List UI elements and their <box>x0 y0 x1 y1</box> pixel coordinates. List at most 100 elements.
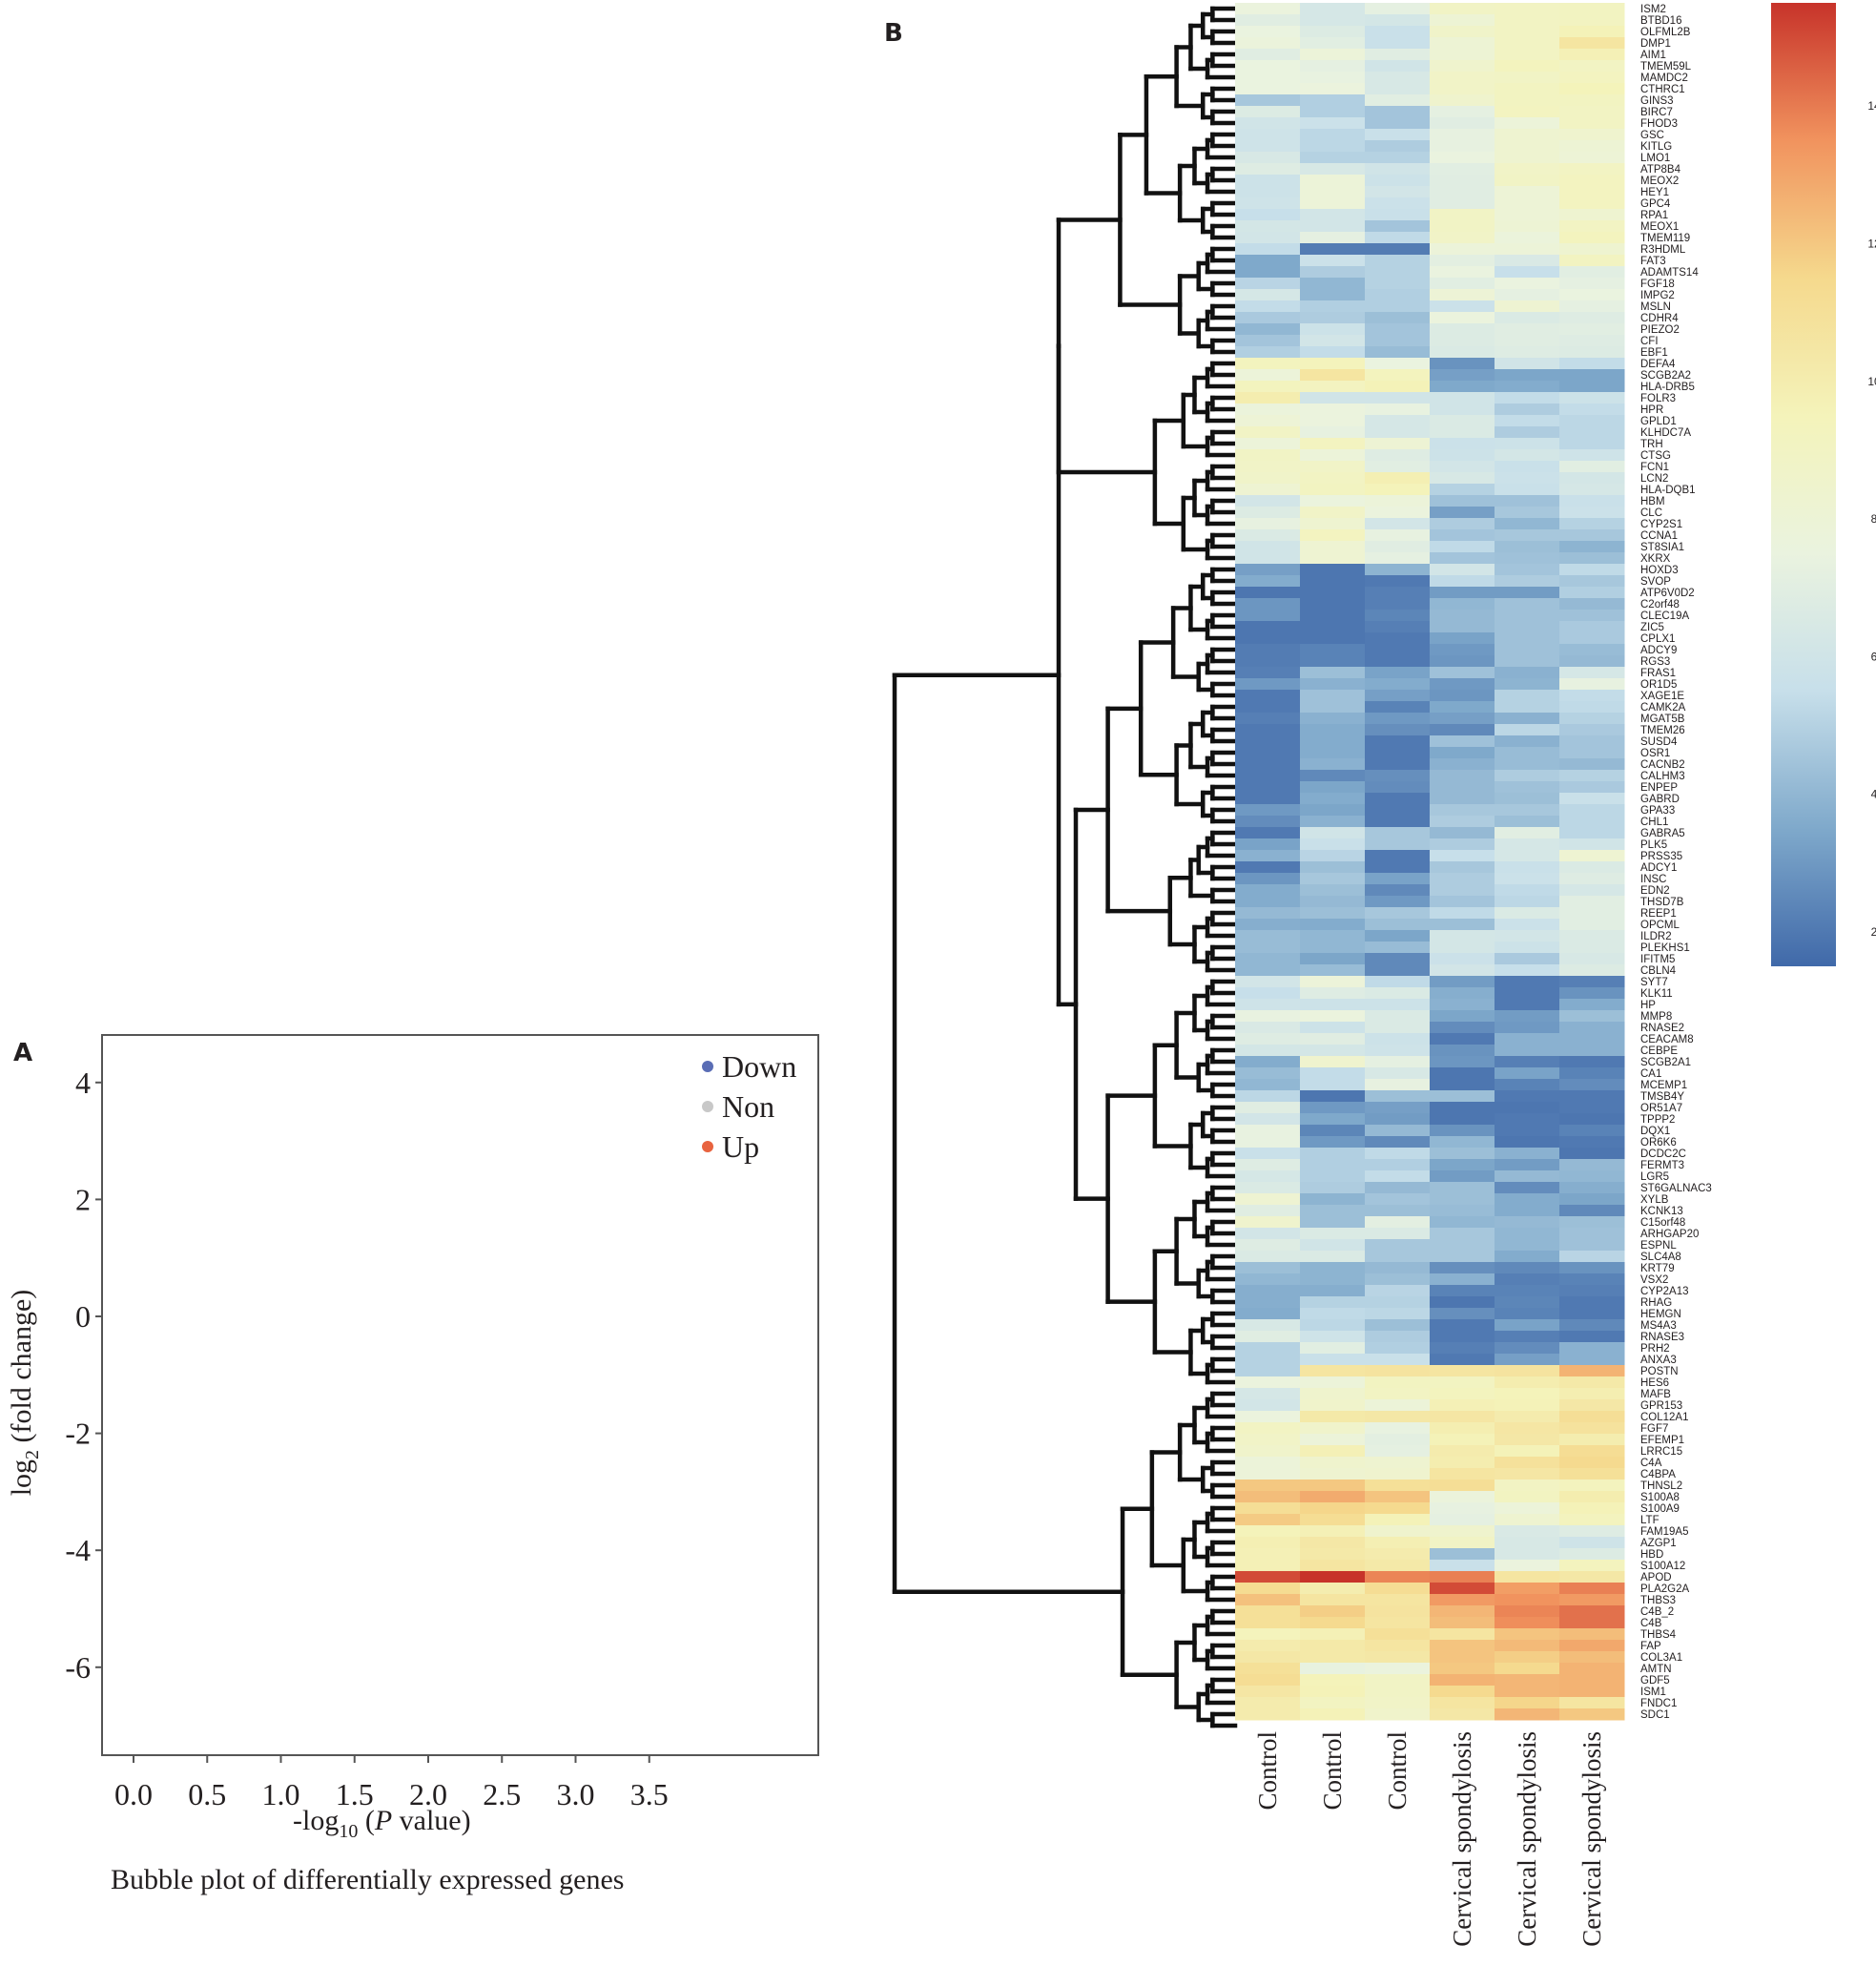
heatmap-cell <box>1430 323 1495 336</box>
x-tick-label: 2.0 <box>409 1777 447 1811</box>
gene-label: C4B_2 <box>1640 1606 1674 1618</box>
heatmap-cell <box>1430 1480 1495 1492</box>
gene-label: S100A9 <box>1640 1503 1680 1515</box>
heatmap-cell <box>1430 999 1495 1011</box>
heatmap-cell <box>1559 518 1625 530</box>
gene-label: KLHDC7A <box>1640 427 1691 439</box>
heatmap-cell <box>1365 1113 1431 1126</box>
heatmap-cell <box>1300 896 1366 908</box>
heatmap-cell <box>1365 632 1431 645</box>
heatmap-cell <box>1365 1342 1431 1355</box>
heatmap-cell <box>1235 861 1301 874</box>
gene-label: XAGE1E <box>1640 691 1684 702</box>
heatmap-cell <box>1495 884 1560 897</box>
heatmap-cell <box>1365 690 1431 702</box>
heatmap-cell <box>1495 1182 1560 1194</box>
heatmap-cell <box>1300 1434 1366 1446</box>
heatmap-cell <box>1235 1170 1301 1183</box>
heatmap-cell <box>1559 1399 1625 1412</box>
heatmap-cell <box>1235 1273 1301 1286</box>
heatmap-cell <box>1235 1605 1301 1618</box>
heatmap-cell <box>1559 747 1625 759</box>
heatmap-cell <box>1300 1182 1366 1194</box>
heatmap-cell <box>1235 266 1301 279</box>
heatmap-cell <box>1235 816 1301 828</box>
heatmap-cell <box>1300 129 1366 141</box>
heatmap-cell <box>1365 1594 1431 1606</box>
heatmap-cell <box>1495 1090 1560 1103</box>
heatmap-cell <box>1559 907 1625 920</box>
heatmap-cell <box>1235 255 1301 267</box>
heatmap-cell <box>1235 484 1301 496</box>
heatmap-cell <box>1235 381 1301 393</box>
heatmap-cell <box>1559 564 1625 576</box>
heatmap-cell <box>1300 232 1366 244</box>
heatmap-cell <box>1559 1537 1625 1549</box>
heatmap-cell <box>1430 220 1495 233</box>
heatmap-cell <box>1495 1159 1560 1171</box>
heatmap-cell <box>1559 255 1625 267</box>
heatmap-cell <box>1430 472 1495 485</box>
heatmap-cell <box>1300 1594 1366 1606</box>
heatmap-cell <box>1365 1411 1431 1423</box>
gene-label: ANXA3 <box>1640 1355 1677 1366</box>
heatmap-cell <box>1430 1148 1495 1160</box>
heatmap-cell <box>1559 117 1625 130</box>
heatmap-cell <box>1559 140 1625 153</box>
heatmap-cell <box>1235 1113 1301 1126</box>
heatmap-cell <box>1559 163 1625 176</box>
heatmap-cell <box>1495 278 1560 290</box>
heatmap-cell <box>1559 1125 1625 1137</box>
heatmap-cell <box>1365 1434 1431 1446</box>
heatmap-cell <box>1365 816 1431 828</box>
heatmap-cell <box>1495 49 1560 61</box>
gene-label: RNASE2 <box>1640 1023 1684 1034</box>
heatmap-cell <box>1430 1674 1495 1687</box>
heatmap-cell <box>1235 1296 1301 1309</box>
heatmap-cell <box>1559 1228 1625 1240</box>
gene-label: IMPG2 <box>1640 290 1675 301</box>
heatmap-cell <box>1559 358 1625 370</box>
heatmap-cell <box>1559 1067 1625 1080</box>
heatmap-cell <box>1430 552 1495 565</box>
heatmap-cell <box>1430 541 1495 553</box>
heatmap-cell <box>1365 1010 1431 1023</box>
heatmap-cell <box>1300 564 1366 576</box>
heatmap-cell <box>1495 667 1560 679</box>
legend-label-up: Up <box>722 1129 759 1164</box>
heatmap-cell <box>1235 690 1301 702</box>
heatmap-cell <box>1300 1411 1366 1423</box>
heatmap-cell <box>1559 1285 1625 1297</box>
heatmap-cell <box>1430 1411 1495 1423</box>
gene-label: CYP2S1 <box>1640 519 1682 530</box>
heatmap-cell <box>1365 1251 1431 1263</box>
heatmap-cell <box>1300 690 1366 702</box>
gene-label: OR6K6 <box>1640 1137 1677 1149</box>
heatmap-cell <box>1365 1331 1431 1343</box>
gene-label: PRSS35 <box>1640 851 1682 862</box>
heatmap-cell <box>1495 26 1560 38</box>
heatmap-cell <box>1235 942 1301 954</box>
heatmap-cell <box>1300 1697 1366 1709</box>
heatmap-cell <box>1235 220 1301 233</box>
heatmap-cell <box>1495 94 1560 107</box>
heatmap-cell <box>1559 232 1625 244</box>
heatmap-cell <box>1300 484 1366 496</box>
heatmap-cell <box>1559 1102 1625 1114</box>
heatmap-cell <box>1300 1605 1366 1618</box>
gene-label: RNASE3 <box>1640 1332 1684 1343</box>
gene-label: PLK5 <box>1640 839 1667 851</box>
heatmap-cell <box>1495 1022 1560 1034</box>
heatmap-cell <box>1300 976 1366 988</box>
heatmap-cell <box>1559 655 1625 668</box>
heatmap-cell <box>1235 575 1301 588</box>
heatmap-cell <box>1559 930 1625 942</box>
heatmap-cell <box>1495 484 1560 496</box>
heatmap-cell <box>1300 1170 1366 1183</box>
heatmap-cell <box>1495 1605 1560 1618</box>
heatmap-cell <box>1495 655 1560 668</box>
gene-label: HBM <box>1640 496 1665 507</box>
heatmap-cell <box>1365 369 1431 382</box>
heatmap-cell <box>1235 1708 1301 1721</box>
gene-label: TMSB4Y <box>1640 1091 1684 1103</box>
